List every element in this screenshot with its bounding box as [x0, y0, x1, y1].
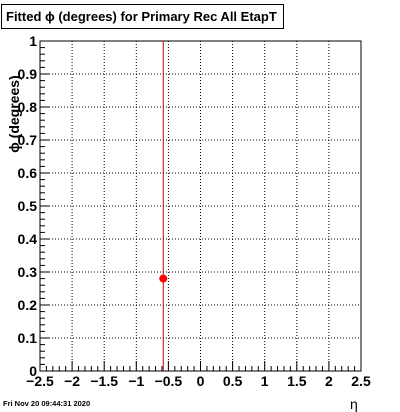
x-tick-label: −1.5 — [90, 373, 118, 389]
x-tick-label: 2 — [325, 373, 333, 389]
x-tick-label: 1 — [261, 373, 269, 389]
y-tick-label: 0.7 — [18, 132, 38, 148]
x-tick-label: −1 — [128, 373, 144, 389]
y-tick-label: 0.8 — [18, 99, 38, 115]
x-tick-label: −2 — [64, 373, 80, 389]
x-tick-label: 2.5 — [351, 373, 371, 389]
y-tick-label: 1 — [29, 33, 37, 49]
timestamp-footer: Fri Nov 20 09:44:31 2020 — [3, 399, 91, 408]
x-axis-label: η — [350, 396, 358, 412]
y-tick-label: 0.4 — [18, 231, 38, 247]
y-tick-label: 0.3 — [18, 264, 38, 280]
x-tick-label: 0.5 — [223, 373, 243, 389]
x-tick-label: −2.5 — [26, 373, 54, 389]
y-tick-label: 0.1 — [18, 330, 38, 346]
x-tick-label: 0 — [197, 373, 205, 389]
y-tick-label: 0 — [29, 363, 37, 379]
y-tick-label: 0.5 — [18, 198, 38, 214]
data-point — [159, 274, 168, 283]
chart-title: Fitted ϕ (degrees) for Primary Rec All E… — [1, 4, 284, 29]
y-tick-label: 0.9 — [18, 66, 38, 82]
x-tick-label: −0.5 — [155, 373, 183, 389]
y-tick-label: 0.2 — [18, 297, 38, 313]
x-tick-label: 1.5 — [287, 373, 307, 389]
y-tick-label: 0.6 — [18, 165, 38, 181]
